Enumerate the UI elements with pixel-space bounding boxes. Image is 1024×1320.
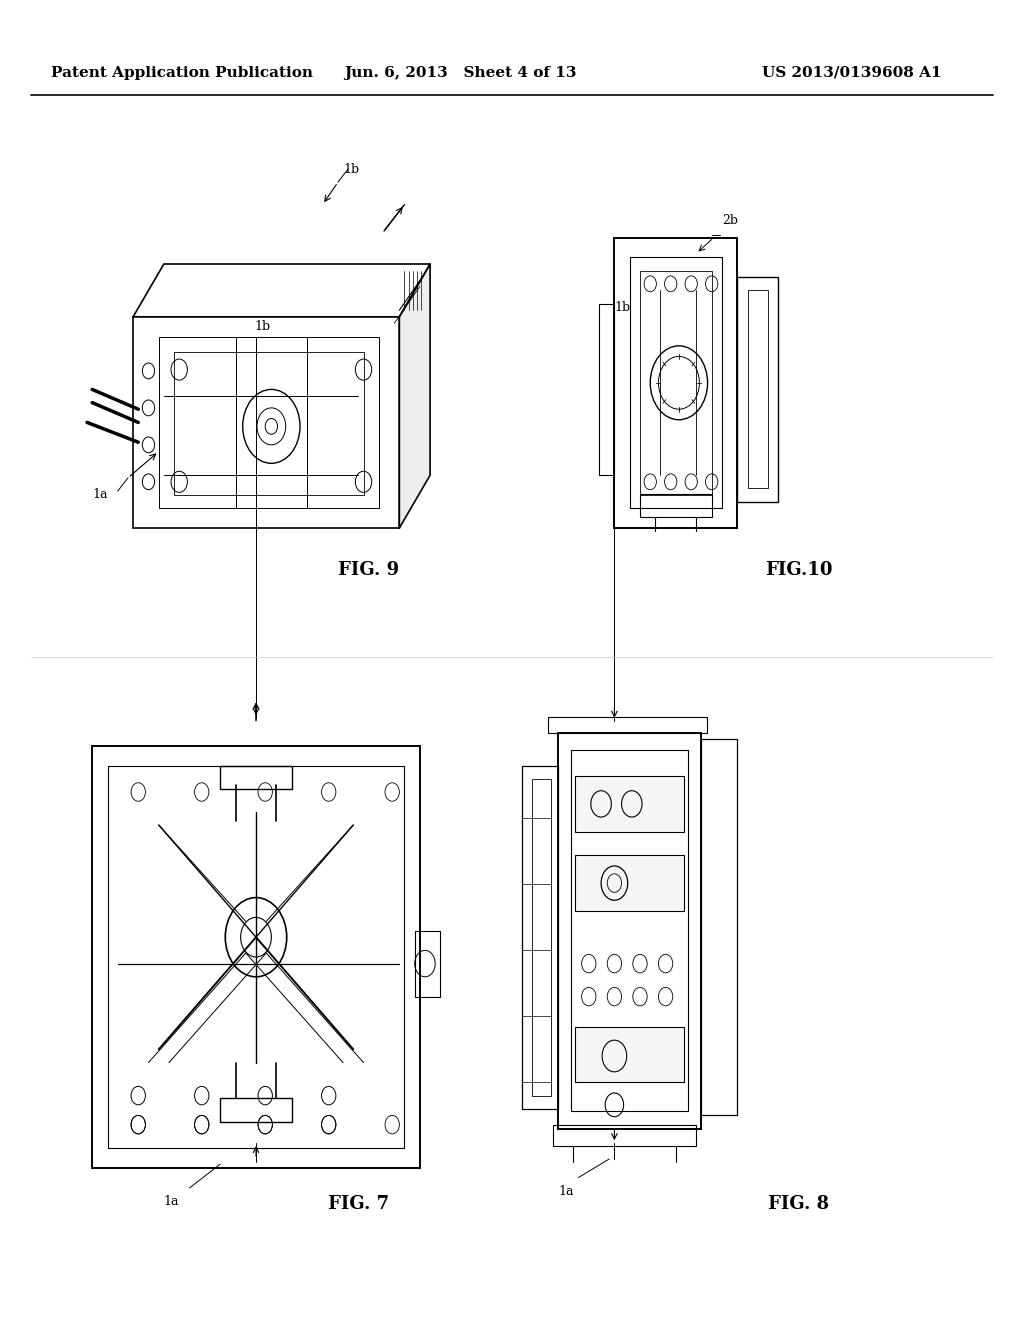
Text: 1a: 1a bbox=[164, 1195, 179, 1208]
Bar bbox=[748, 290, 768, 488]
Text: 1a: 1a bbox=[92, 488, 108, 502]
Text: FIG. 9: FIG. 9 bbox=[338, 561, 399, 579]
Bar bbox=[558, 733, 701, 1129]
Bar bbox=[108, 766, 404, 1148]
Bar bbox=[701, 739, 737, 1115]
Polygon shape bbox=[133, 264, 430, 317]
Bar bbox=[220, 1098, 292, 1122]
Text: 1a: 1a bbox=[558, 1185, 573, 1199]
Bar bbox=[614, 238, 737, 528]
Bar bbox=[548, 717, 707, 733]
Bar bbox=[532, 779, 551, 1096]
Bar bbox=[159, 337, 379, 508]
Text: Patent Application Publication: Patent Application Publication bbox=[51, 66, 313, 79]
Bar bbox=[640, 494, 712, 517]
Text: 2b: 2b bbox=[722, 214, 738, 227]
Text: FIG. 8: FIG. 8 bbox=[768, 1195, 829, 1213]
Bar bbox=[415, 931, 440, 997]
Bar bbox=[630, 257, 722, 508]
Bar bbox=[640, 271, 712, 495]
Bar bbox=[553, 1125, 696, 1146]
Bar bbox=[575, 855, 684, 911]
Bar bbox=[737, 277, 778, 502]
Text: FIG.10: FIG.10 bbox=[765, 561, 833, 579]
Bar bbox=[522, 766, 558, 1109]
Text: 1b: 1b bbox=[614, 301, 631, 314]
Bar bbox=[575, 776, 684, 832]
Bar bbox=[220, 766, 292, 789]
Bar bbox=[92, 746, 420, 1168]
Text: 1b: 1b bbox=[343, 162, 359, 176]
Text: Jun. 6, 2013   Sheet 4 of 13: Jun. 6, 2013 Sheet 4 of 13 bbox=[344, 66, 578, 79]
Polygon shape bbox=[399, 264, 430, 528]
Bar bbox=[174, 352, 364, 495]
Bar bbox=[133, 317, 399, 528]
Bar bbox=[571, 750, 688, 1111]
Text: FIG. 7: FIG. 7 bbox=[328, 1195, 389, 1213]
Bar bbox=[575, 1027, 684, 1082]
Bar bbox=[599, 304, 614, 475]
Text: US 2013/0139608 A1: US 2013/0139608 A1 bbox=[763, 66, 942, 79]
Text: 1b: 1b bbox=[254, 319, 270, 333]
